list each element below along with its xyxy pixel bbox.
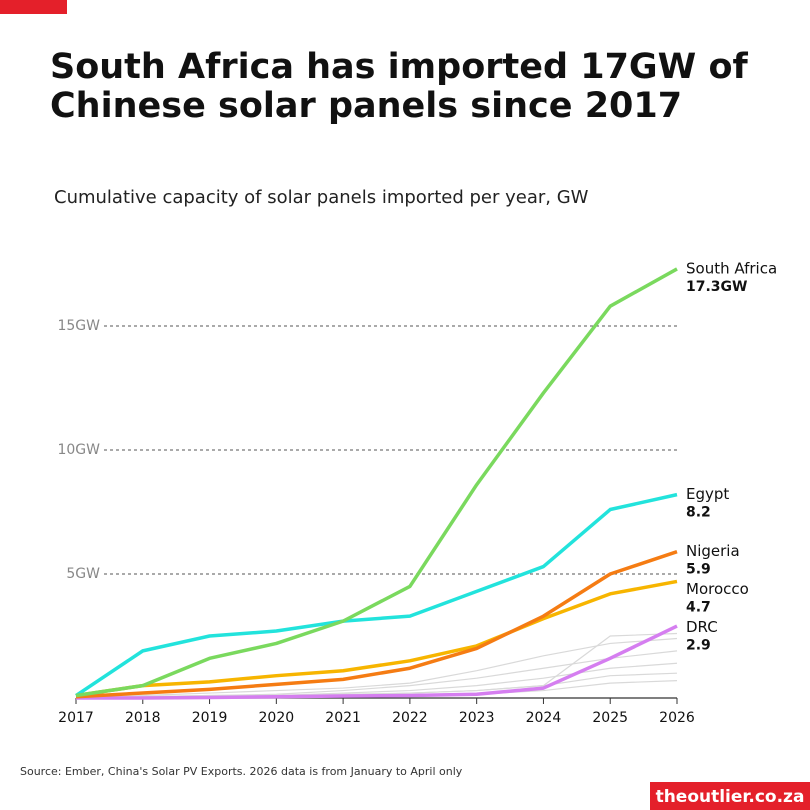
series-line [75,267,678,698]
value-label: 8.2 [686,505,711,521]
x-tick-label: 2019 [192,710,228,726]
series-label: South Africa [686,259,777,277]
chart-title: South Africa has imported 17GW of [50,47,748,87]
series-line [75,579,678,698]
x-tick-label: 2017 [58,710,94,726]
x-tick-label: 2021 [325,710,361,726]
value-label: 2.9 [686,638,711,654]
y-tick-label: 15GW [57,318,100,334]
series-line [75,550,678,699]
x-tick-label: 2018 [125,710,161,726]
x-tick-label: 2024 [526,710,562,726]
series-label: Egypt [686,485,729,503]
series-line [75,637,678,699]
brand-box [650,782,810,810]
header-accent [0,0,67,14]
series-label: Morocco [686,580,749,598]
x-tick-label: 2026 [659,710,695,726]
x-tick-label: 2022 [392,710,428,726]
brand: theoutlier.co.za [656,787,805,807]
x-tick-label: 2020 [259,710,295,726]
value-label: 17.3GW [686,279,747,295]
series-line [75,492,678,697]
y-tick-label: 10GW [57,442,100,458]
value-label: 4.7 [686,600,711,616]
chart-subtitle: Cumulative capacity of solar panels impo… [54,187,589,208]
value-label: 5.9 [686,562,711,578]
y-tick-label: 5GW [66,566,100,582]
series-label: Nigeria [686,542,740,560]
series-line [76,624,678,700]
source-note: Source: Ember, China's Solar PV Exports.… [20,765,463,778]
chart-title: Chinese solar panels since 2017 [50,86,682,126]
series-label: DRC [686,618,718,636]
x-tick-label: 2023 [459,710,495,726]
x-tick-label: 2025 [592,710,628,726]
